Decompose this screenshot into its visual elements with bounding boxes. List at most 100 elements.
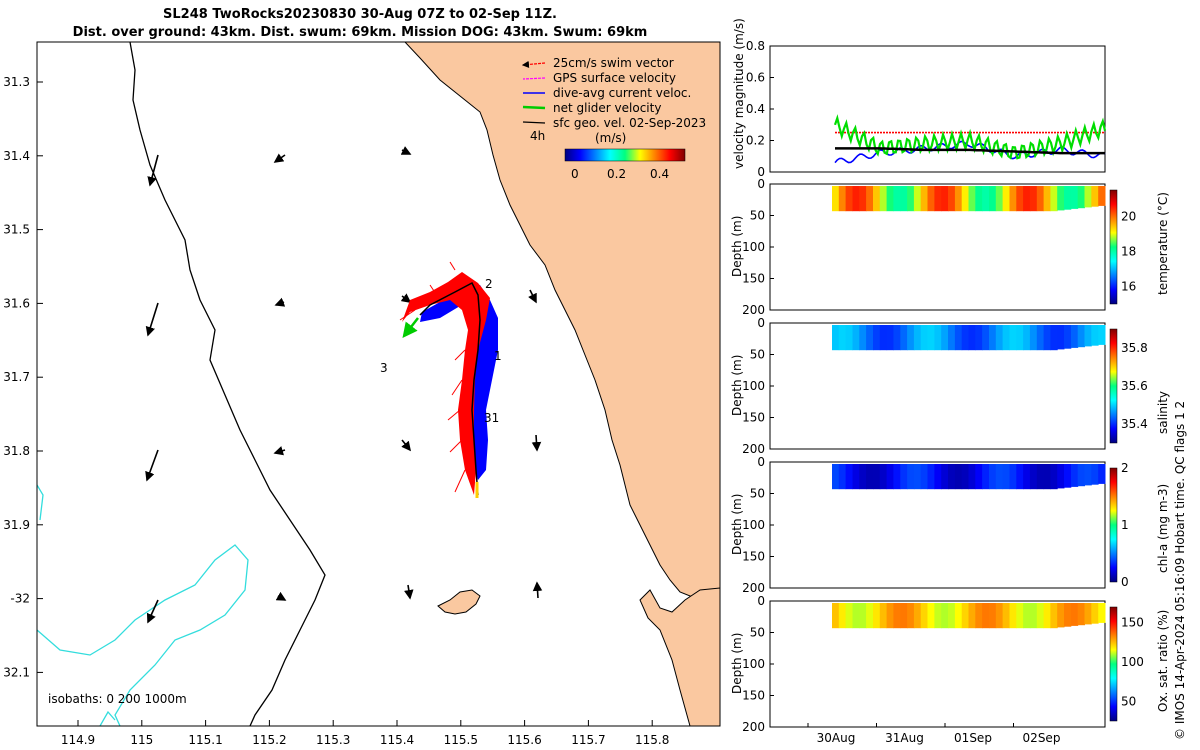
heatmap-cell [873,464,881,490]
heatmap-cell [975,325,983,351]
heatmap-cell [954,325,963,351]
depth-tick-label: 150 [742,689,765,703]
lat-tick-label: 31.6 [3,296,30,310]
heatmap-cell [927,325,935,351]
heatmap-cell [1070,464,1079,487]
heatmap-cell [982,464,990,490]
series-line-net-glider-velocity [833,114,1107,160]
heatmap-cell [1043,464,1051,490]
heatmap-cell [873,186,881,212]
heatmap-cell [1016,603,1024,629]
heatmap-cell [1043,603,1051,629]
heatmap-cell [832,603,840,629]
heatmap-cell [961,464,969,490]
heatmap-cell [879,603,888,629]
heatmap-cell [1016,464,1024,490]
heatmap-cell [954,186,963,212]
map-lat-ticks: 31.3 31.4 31.5 31.6 31.7 31.8 31.9 -32 32.1 [3,75,43,679]
track-label-2: 2 [485,277,493,291]
heatmap-cell [1036,186,1045,212]
heatmap-cell [886,186,894,212]
heatmap-cell [886,603,894,629]
heatmap-cell [845,464,853,490]
heatmap-cell [1043,186,1051,212]
heatmap-cell [866,603,874,629]
heatmap-cell [1002,186,1010,212]
map-frame [36,41,721,727]
heatmap-cell [1091,603,1099,624]
lat-tick-label: 31.9 [3,518,30,532]
heatmap-cell [1016,186,1024,212]
depth-tick-label: 0 [757,177,765,191]
lon-tick-label: 115.7 [571,733,605,747]
vel-ytick-label: 0.2 [746,134,765,148]
track-red [402,272,490,495]
heatmap-cell [879,325,888,351]
heatmap-cell [1002,325,1010,351]
chart-title-line2: Dist. over ground: 43km. Dist. swum: 69k… [72,25,648,40]
heatmap-cell [845,186,853,212]
heatmap-cell [859,325,867,351]
colorbar-tick-label: 0 [1121,575,1129,589]
heatmap-cell [941,603,949,629]
heatmap-cell [989,186,997,212]
isobath-1000m [129,42,326,726]
depth-ylabel: Depth (m) [730,355,744,416]
heatmap-cell [1077,325,1085,348]
colorbar-label: chl-a (mg m-3) [1156,484,1170,573]
heatmap-cell [1070,325,1079,348]
heatmap-cell [995,603,1004,629]
heatmap-cell [859,186,867,212]
heatmap-cell [913,186,922,212]
heatmap-cell [1084,603,1092,625]
vel-ytick-label: 0.6 [746,71,765,85]
heatmap-cell [954,464,963,490]
heatmap-cell [1098,464,1106,484]
heatmap-cell [995,464,1004,490]
heatmap-cell [866,325,874,351]
peninsula [639,587,720,726]
colorbar-tick-label: 35.6 [1121,379,1148,393]
depth-tick-label: 50 [750,348,765,362]
heatmap-cell [920,464,928,490]
heatmap-cell [1084,464,1092,486]
depth-tick-label: 50 [750,487,765,501]
heatmap-cell [982,186,990,212]
heatmap-cell [989,325,997,351]
heatmap-cell [893,603,901,629]
colorbar-tick-label: 18 [1121,244,1136,258]
lon-tick-label: 115.4 [380,733,414,747]
heatmap-cell [1023,464,1031,490]
heatmap-cell [1009,186,1017,212]
depth-tick-label: 200 [742,581,765,595]
heatmap-cell [968,603,976,629]
map-colorbar [564,148,686,162]
heatmap-cell [1077,603,1085,626]
legend-label-net: net glider velocity [553,101,661,115]
heatmap-cell [948,186,956,212]
heatmap-cell [886,464,894,490]
heatmap-colorbar [1109,606,1118,722]
heatmap-cell [845,603,853,629]
colorbar-tick-label: 50 [1121,694,1136,708]
heatmap-cell [975,603,983,629]
heatmap-cell [900,186,908,212]
heatmap-cell [907,325,915,351]
track-centerline [419,281,481,496]
heatmap-cell [1023,186,1031,212]
heatmap-cell [975,464,983,490]
map-lon-ticks: 114.9 115 115.1 115.2 115.3 115.4 115.5 115.6 11… [61,720,669,747]
depth-tick-label: 100 [742,518,765,532]
chart-title-line1: SL248 TwoRocks20230830 30-Aug 07Z to 02-… [163,7,557,22]
lon-tick-label: 115.8 [635,733,669,747]
lon-tick-label: 114.9 [61,733,95,747]
heatmap-cell [1050,186,1058,212]
heatmap-cell [961,186,969,212]
heatmap-cell [1057,325,1065,350]
heatmap-cell [927,603,935,629]
colorbar-tick-label: 1 [1121,518,1129,532]
vel-ylabel: velocity magnitude (m/s) [732,18,746,169]
heatmap-cell [907,186,915,212]
heatmap-cell [907,464,915,490]
